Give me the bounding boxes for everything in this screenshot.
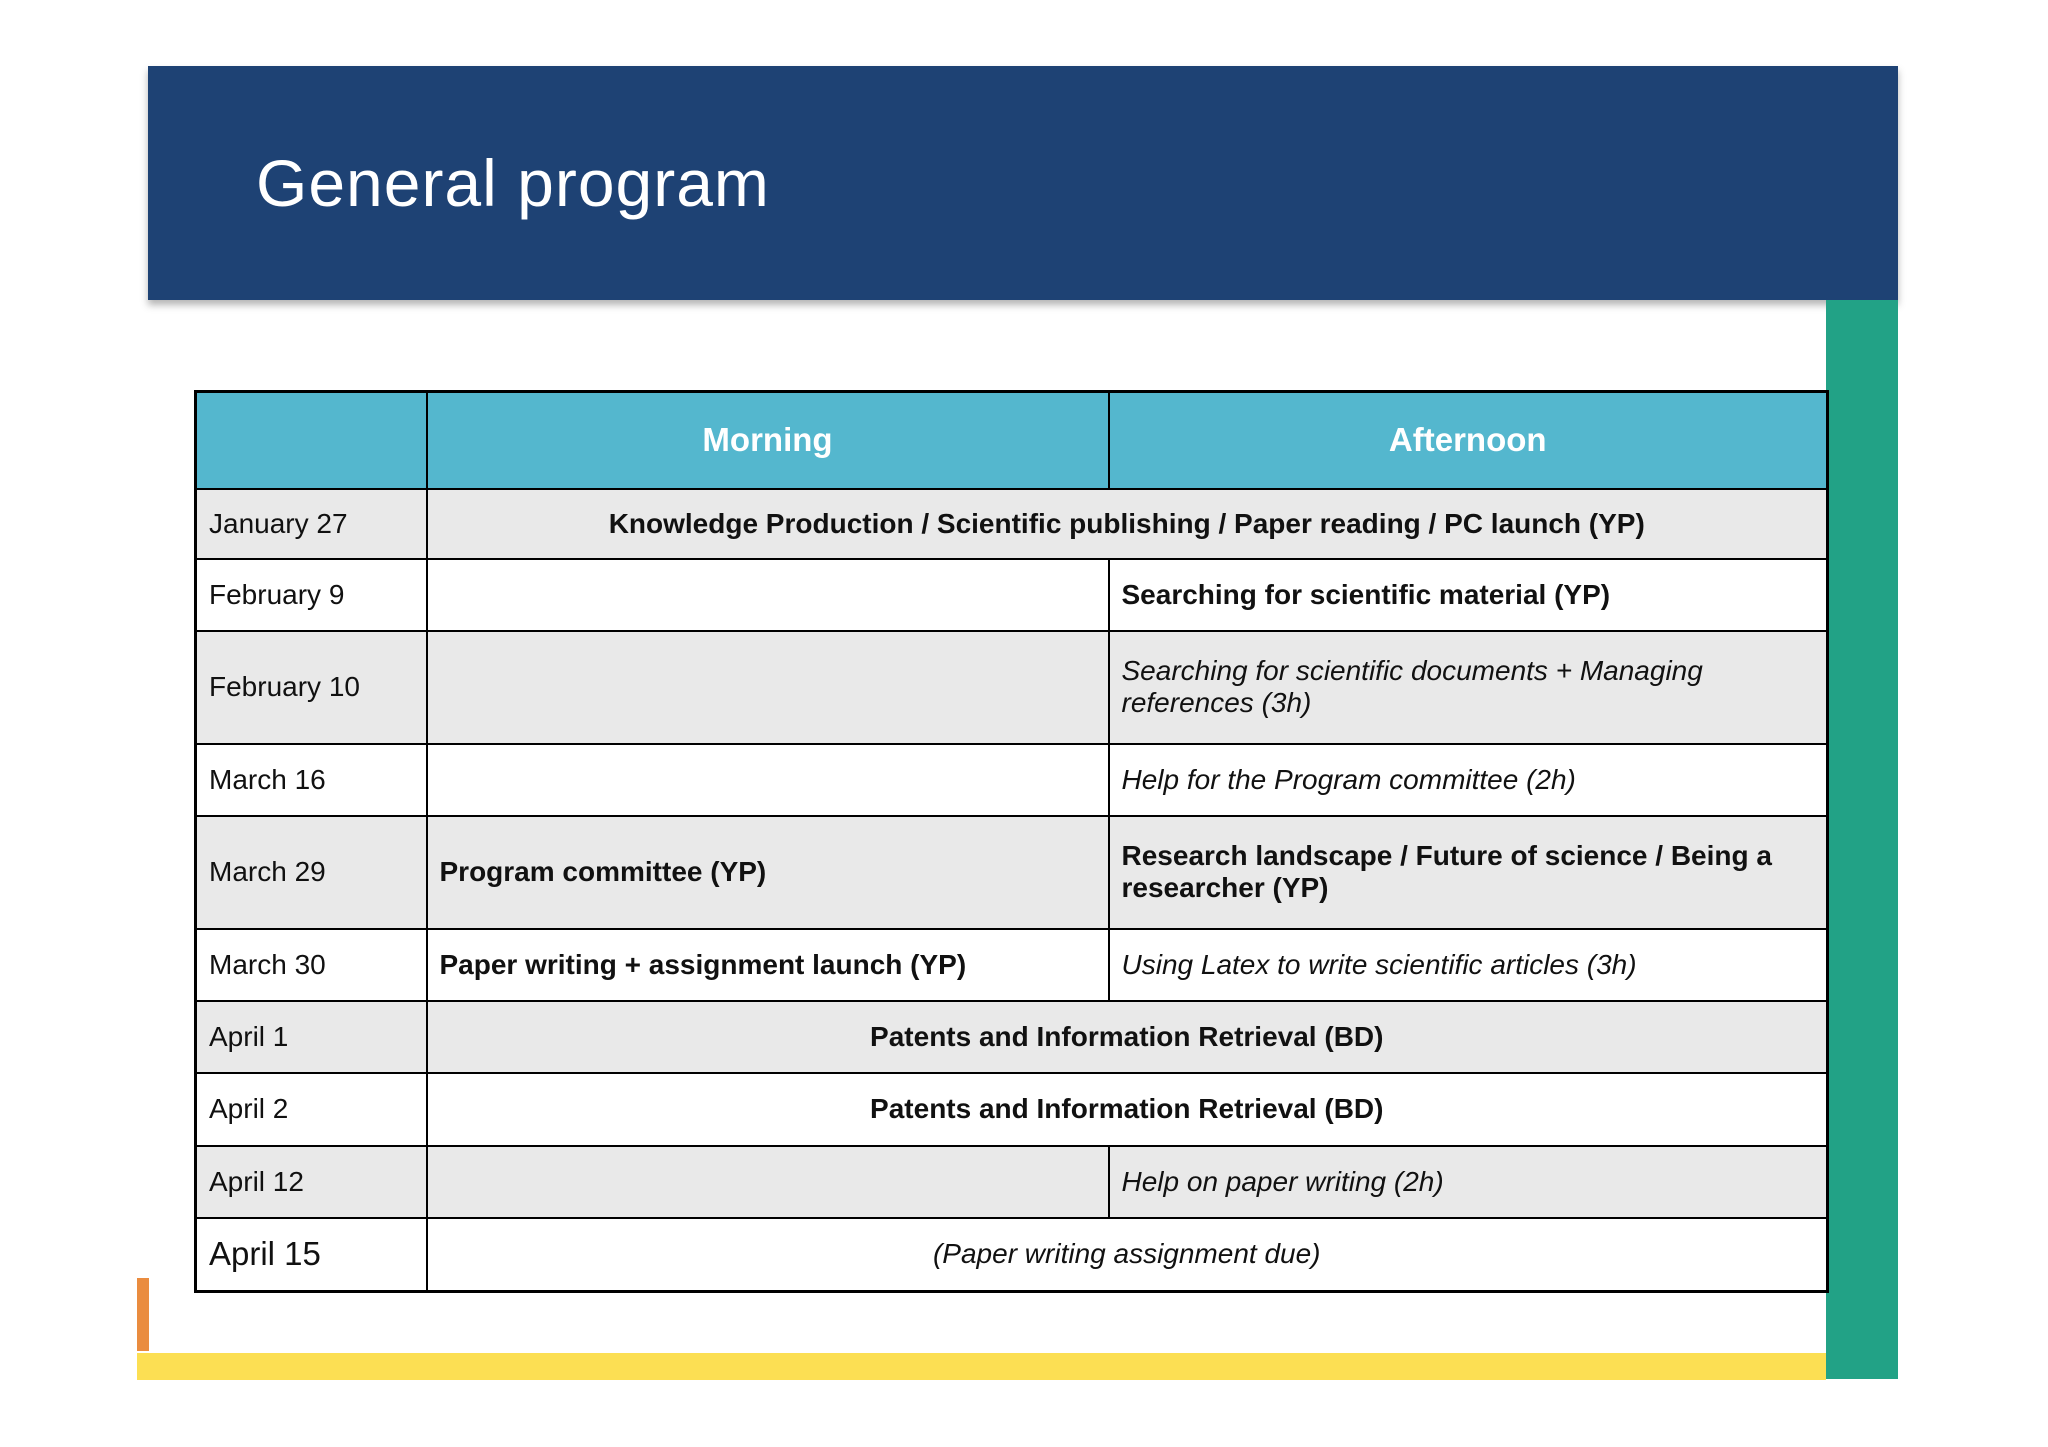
afternoon-cell: Help for the Program committee (2h): [1107, 742, 1829, 817]
table-row: February 10 Searching for scientific doc…: [194, 629, 1829, 745]
merged-session-cell: Patents and Information Retrieval (BD): [425, 999, 1829, 1074]
morning-cell: Paper writing + assignment launch (YP): [425, 927, 1110, 1002]
table-row: March 16 Help for the Program committee …: [194, 742, 1829, 817]
date-cell: February 9: [194, 557, 428, 632]
table-row: January 27 Knowledge Production / Scient…: [194, 487, 1829, 560]
table-row: April 1 Patents and Information Retrieva…: [194, 999, 1829, 1074]
table-row: March 29 Program committee (YP) Research…: [194, 814, 1829, 930]
date-column-header: [194, 390, 428, 490]
title-banner: General program: [148, 66, 1898, 300]
afternoon-column-header: Afternoon: [1107, 390, 1829, 490]
date-cell: March 29: [194, 814, 428, 930]
afternoon-cell: Help on paper writing (2h): [1107, 1144, 1829, 1219]
afternoon-cell: Searching for scientific material (YP): [1107, 557, 1829, 632]
bottom-accent-bar: [137, 1353, 1826, 1380]
table-row: April 12 Help on paper writing (2h): [194, 1144, 1829, 1219]
date-cell: March 30: [194, 927, 428, 1002]
merged-session-cell: Patents and Information Retrieval (BD): [425, 1071, 1829, 1147]
orange-accent-bar: [137, 1278, 149, 1351]
afternoon-cell: Research landscape / Future of science /…: [1107, 814, 1829, 930]
date-cell: April 1: [194, 999, 428, 1074]
morning-cell: [425, 557, 1110, 632]
table-row: April 2 Patents and Information Retrieva…: [194, 1071, 1829, 1147]
afternoon-cell: Searching for scientific documents + Man…: [1107, 629, 1829, 745]
table-row: March 30 Paper writing + assignment laun…: [194, 927, 1829, 1002]
afternoon-cell: Using Latex to write scientific articles…: [1107, 927, 1829, 1002]
date-cell: April 15: [194, 1216, 428, 1293]
program-table: Morning Afternoon January 27 Knowledge P…: [194, 390, 1829, 1293]
date-cell: March 16: [194, 742, 428, 817]
morning-column-header: Morning: [425, 390, 1110, 490]
date-cell: April 12: [194, 1144, 428, 1219]
date-cell: April 2: [194, 1071, 428, 1147]
morning-cell: [425, 1144, 1110, 1219]
right-accent-bar: [1826, 300, 1898, 1379]
morning-cell: Program committee (YP): [425, 814, 1110, 930]
table-row: February 9 Searching for scientific mate…: [194, 557, 1829, 632]
merged-session-cell: Knowledge Production / Scientific publis…: [425, 487, 1829, 560]
morning-cell: [425, 742, 1110, 817]
date-cell: February 10: [194, 629, 428, 745]
slide-title: General program: [256, 146, 770, 220]
table-header-row: Morning Afternoon: [194, 390, 1829, 490]
table-row: April 15 (Paper writing assignment due): [194, 1216, 1829, 1293]
merged-session-cell: (Paper writing assignment due): [425, 1216, 1829, 1293]
morning-cell: [425, 629, 1110, 745]
date-cell: January 27: [194, 487, 428, 560]
